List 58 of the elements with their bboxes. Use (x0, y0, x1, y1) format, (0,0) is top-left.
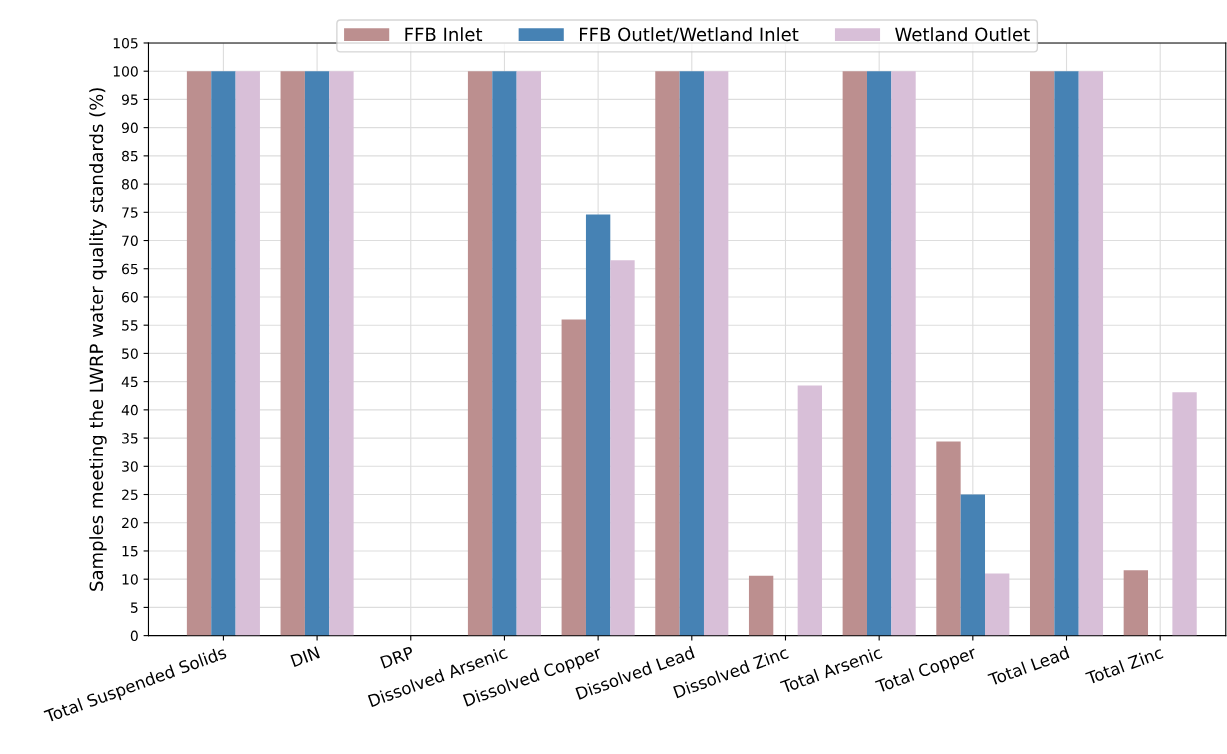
bar (186, 71, 212, 636)
x-tick-label: Total Zinc (1084, 645, 1164, 685)
y-tick-label: 30 (122, 461, 138, 472)
bar (936, 441, 961, 636)
bar (891, 71, 916, 636)
y-tick-label: 90 (121, 122, 138, 134)
legend-label: FFB Outlet/Wetland Inlet (580, 27, 799, 43)
y-tick-label: 15 (122, 546, 138, 557)
y-tick-label: 25 (122, 489, 138, 500)
bar (1123, 570, 1149, 636)
y-tick-label: 10 (122, 574, 138, 585)
bar (1172, 392, 1197, 636)
legend-label: FFB Inlet (405, 27, 483, 42)
y-tick-label: 60 (122, 291, 138, 303)
bar (703, 71, 729, 636)
bar (1078, 71, 1104, 636)
bar (329, 71, 354, 636)
bar (235, 71, 260, 636)
bar (467, 71, 493, 636)
bar (679, 71, 704, 636)
y-tick-label: 50 (122, 348, 138, 359)
bar (1054, 71, 1079, 636)
y-tick-label: 40 (121, 404, 138, 416)
y-tick-label: 75 (122, 207, 138, 218)
y-tick-label: 85 (122, 150, 138, 162)
bar (797, 385, 823, 636)
y-tick-label: 100 (113, 66, 138, 77)
x-tick-label: Total Lead (987, 645, 1070, 687)
y-tick-label: 20 (122, 517, 138, 529)
x-tick-label: DIN (290, 646, 320, 668)
bar (842, 71, 867, 636)
bar (610, 260, 635, 636)
bar (985, 573, 1010, 636)
bar (280, 71, 305, 636)
y-tick-label: 105 (113, 37, 138, 49)
bar (585, 214, 611, 636)
bar (866, 71, 892, 636)
bar (655, 71, 680, 636)
x-tick-label: DRP (380, 646, 415, 669)
bar (561, 319, 586, 636)
bar (516, 71, 541, 636)
legend-label: Wetland Outlet (895, 27, 1030, 42)
y-tick-label: 70 (122, 235, 138, 246)
y-tick-label: 80 (122, 179, 138, 190)
y-tick-label: 5 (130, 602, 138, 613)
y-tick-label: 45 (121, 376, 138, 388)
y-tick-label: 95 (121, 94, 138, 105)
bar (492, 71, 517, 636)
y-tick-label: 0 (130, 630, 138, 642)
bar (960, 494, 986, 636)
bar (748, 575, 774, 636)
bar (211, 71, 236, 636)
bar (304, 71, 330, 636)
bar (1029, 71, 1055, 636)
y-tick-label: 55 (122, 320, 138, 331)
y-axis-title: Samples meeting the LWRP water quality standards (%) (89, 88, 107, 591)
y-tick-label: 65 (122, 263, 138, 275)
y-tick-label: 35 (122, 433, 138, 444)
